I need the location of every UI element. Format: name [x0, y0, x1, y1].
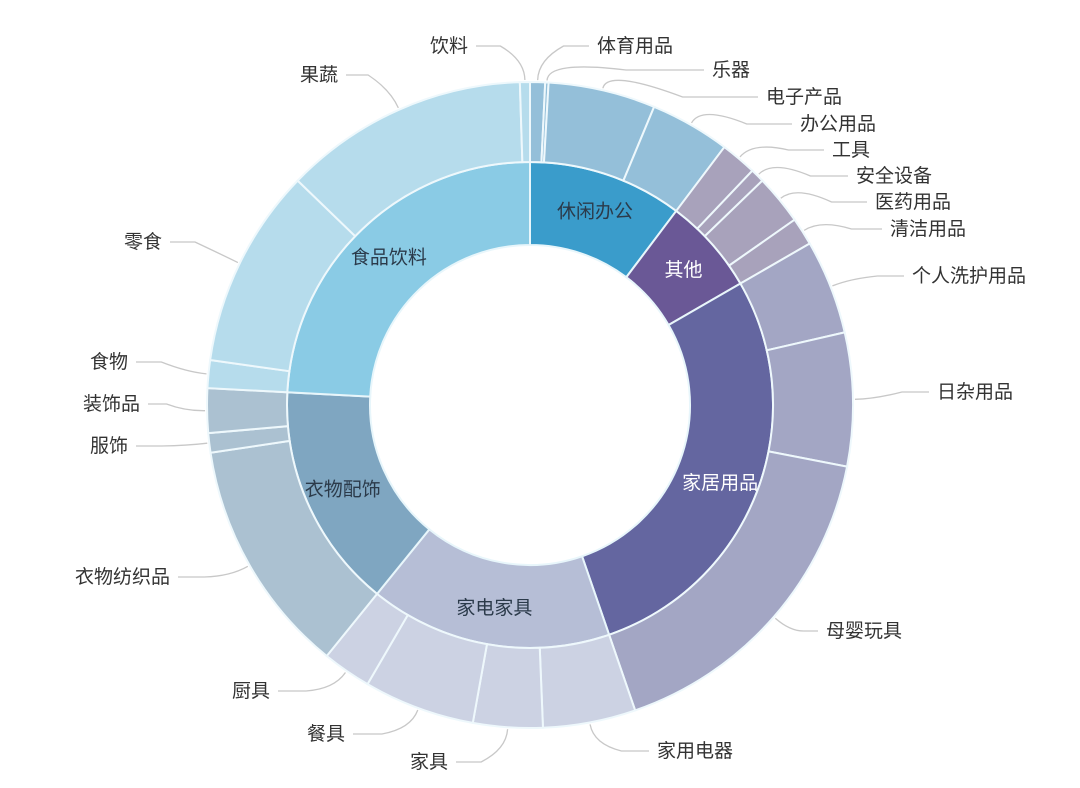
leader-line: [780, 192, 867, 203]
inner-slice-label: 食品饮料: [351, 246, 427, 268]
outer-slice-label: 厨具: [232, 680, 270, 702]
outer-slice-label: 服饰: [90, 435, 128, 457]
leader-line: [136, 361, 207, 375]
outer-slice-label: 体育用品: [597, 35, 673, 57]
outer-slice-label: 装饰品: [83, 393, 140, 415]
outer-slice-label: 个人洗护用品: [912, 265, 1026, 287]
outer-slice-label: 办公用品: [800, 113, 876, 135]
leader-line: [602, 79, 758, 98]
outer-slice[interactable]: [206, 387, 290, 435]
outer-slice-label: 电子产品: [766, 86, 842, 108]
leader-line: [278, 672, 346, 692]
leader-line: [774, 617, 818, 632]
leader-line: [136, 442, 208, 447]
leader-lines: [136, 45, 929, 763]
outer-slice[interactable]: [518, 80, 531, 164]
inner-ring: [286, 160, 774, 649]
inner-slice-label: 衣物配饰: [305, 478, 381, 500]
outer-slice-label: 零食: [124, 231, 162, 253]
outer-slice-label: 清洁用品: [890, 218, 966, 240]
leader-line: [832, 275, 904, 287]
leader-line: [854, 391, 929, 400]
outer-slice-label: 母婴玩具: [826, 620, 902, 642]
leader-line: [803, 224, 882, 231]
outer-slice-label: 衣物纺织品: [75, 566, 170, 588]
leader-line: [346, 74, 399, 109]
outer-slice-label: 日杂用品: [937, 381, 1013, 403]
inner-slice-label: 家电家具: [456, 597, 532, 619]
outer-slice-label: 餐具: [307, 723, 345, 745]
inner-slice-label: 家居用品: [682, 472, 758, 494]
outer-slice-label: 工具: [832, 139, 870, 161]
outer-slice-label: 家用电器: [657, 740, 733, 762]
outer-ring: [206, 80, 854, 729]
inner-slice-label: 休闲办公: [557, 201, 633, 223]
inner-slice-label: 其他: [665, 259, 703, 281]
outer-slice-label: 安全设备: [856, 165, 932, 187]
outer-slice-label: 食物: [90, 351, 128, 373]
leader-line: [739, 146, 824, 158]
leader-line: [758, 166, 848, 177]
leader-line: [476, 45, 526, 81]
outer-labels: 体育用品乐器电子产品办公用品工具安全设备医药用品清洁用品个人洗护用品日杂用品母婴…: [75, 35, 1026, 773]
leader-line: [178, 565, 249, 578]
leader-line: [148, 403, 206, 412]
outer-slice-label: 医药用品: [875, 191, 951, 213]
leader-line: [589, 724, 649, 752]
leader-line: [537, 45, 589, 81]
leader-line: [546, 66, 704, 81]
outer-slice-label: 饮料: [430, 35, 468, 57]
outer-slice-label: 家具: [410, 751, 448, 773]
outer-slice[interactable]: [765, 331, 854, 468]
leader-line: [353, 709, 419, 735]
outer-slice-label: 乐器: [712, 59, 750, 81]
leader-line: [170, 241, 239, 264]
outer-slice-label: 果蔬: [300, 64, 338, 86]
leader-line: [690, 113, 792, 125]
leader-line: [456, 729, 509, 763]
